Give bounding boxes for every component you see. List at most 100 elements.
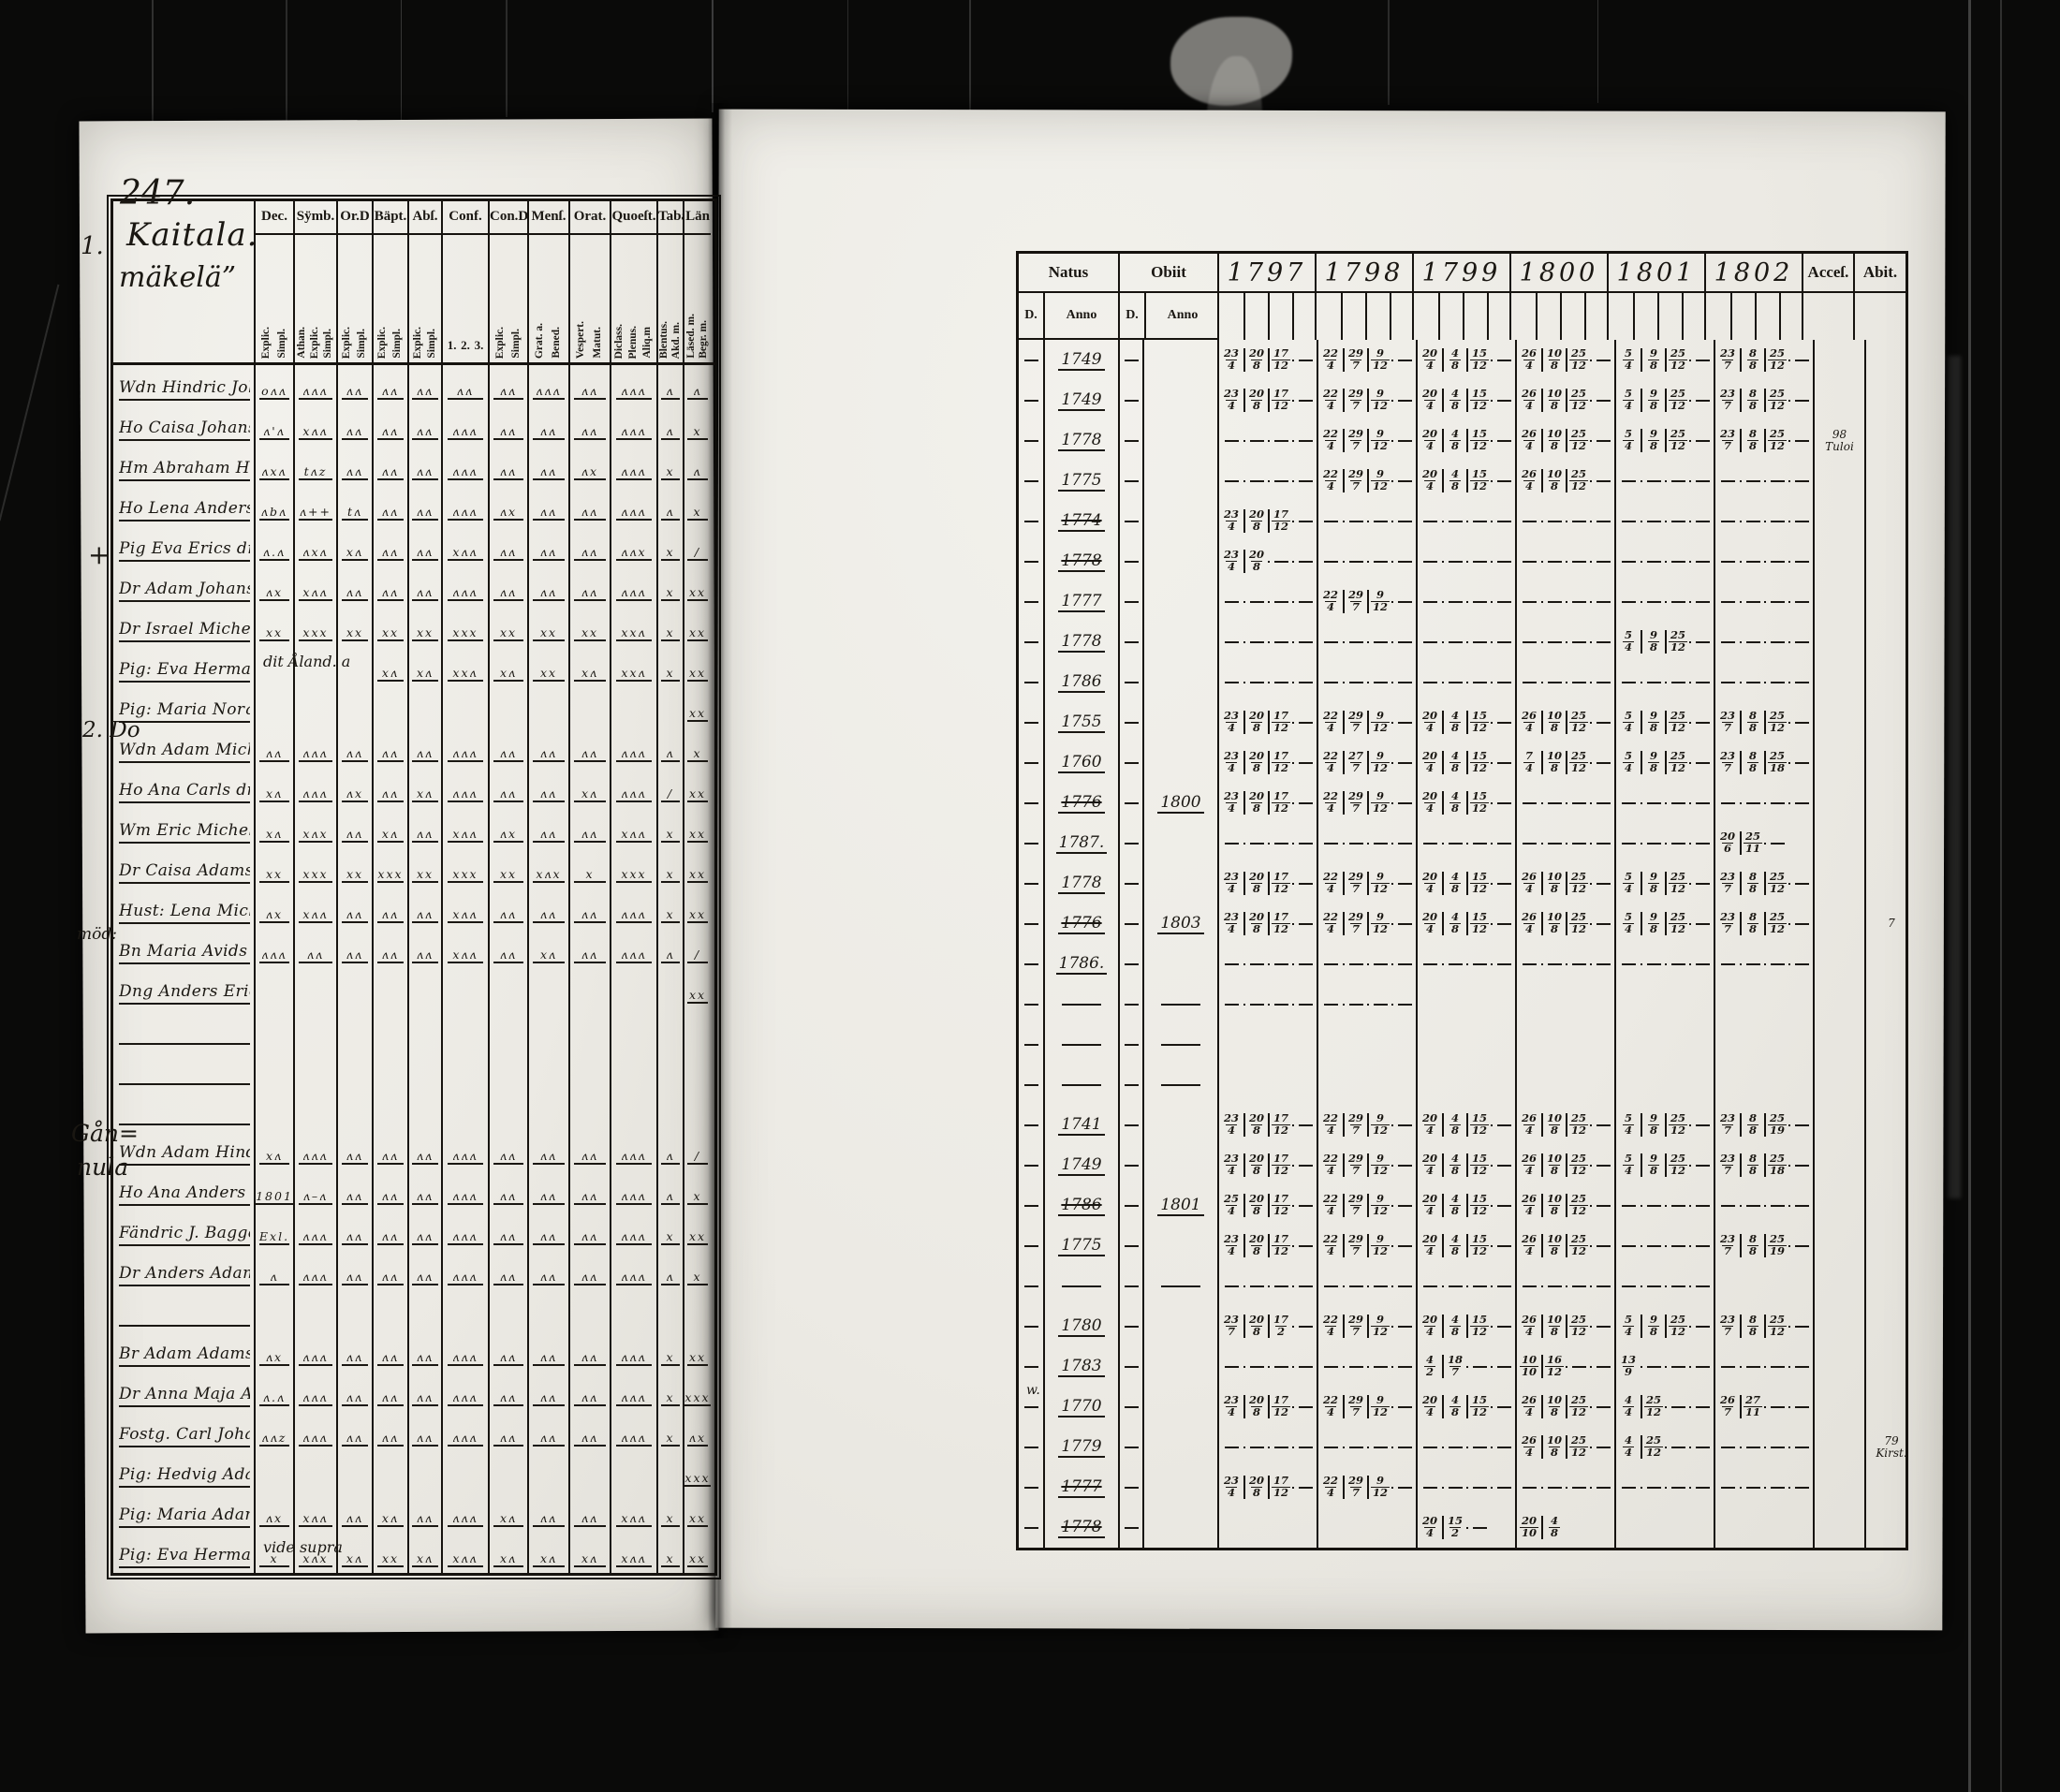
dash-mark [1249, 1003, 1264, 1006]
examination-mark [616, 1070, 652, 1084]
communion-date: 9 12 [1370, 1315, 1390, 1338]
communion-subcell [1541, 1285, 1566, 1287]
date-day: 20 [1248, 870, 1264, 884]
communion-subcell: 20 4 [1418, 348, 1442, 371]
communion-subcell [1665, 1365, 1689, 1368]
date-day: 17 [1273, 749, 1288, 763]
dash-mark [1770, 962, 1785, 965]
communion-date: 25 12 [1568, 1194, 1588, 1216]
mark-cell: ʌʌʌ [293, 1331, 336, 1372]
examination-mark [377, 1070, 405, 1084]
dash-mark [1298, 1285, 1313, 1287]
examination-mark [412, 990, 437, 1004]
obiit-year-cell [1142, 742, 1217, 783]
acces-cell [1813, 903, 1864, 944]
column-subrow [1511, 293, 1607, 340]
date-day: 17 [1273, 1393, 1288, 1407]
date-day: 26 [1521, 1393, 1537, 1407]
date-day: 22 [1322, 427, 1338, 441]
natus-year: 1776 [1058, 793, 1105, 814]
mark-cell: ʌʌ [488, 727, 527, 768]
communion-subcell: 23 4 [1219, 1153, 1243, 1176]
date-day: 18 [1447, 1353, 1463, 1367]
dash-mark [1571, 681, 1586, 683]
mark-cell [656, 1452, 683, 1492]
film-scratch [1968, 0, 1971, 1792]
examination-mark: ʌʌ [533, 505, 565, 521]
examination-mark: ʌ [686, 464, 709, 480]
natus-day-cell [1019, 1105, 1043, 1145]
communion-subcell [1268, 439, 1292, 442]
acces-cell [1813, 823, 1864, 863]
communion-subcell [1689, 1164, 1714, 1167]
communion-date: 26 4 [1522, 1113, 1537, 1136]
acces-cell [1813, 1185, 1864, 1226]
date-day: 23 [1223, 507, 1239, 521]
mark-cell: ʌʌ [488, 889, 527, 929]
year-cell-1802 [1714, 541, 1813, 581]
examination-mark [259, 990, 289, 1004]
communion-date: 17 12 [1271, 791, 1290, 814]
year-cell-1799: 20 4 4 8 15 12 [1416, 742, 1515, 783]
farm-title: Kaitala. [126, 216, 258, 254]
date-day: 29 [1347, 789, 1363, 803]
table-row: Pig: Maria Norquist drxx [113, 687, 714, 727]
communion-subcell [1292, 1285, 1317, 1287]
date-month: 4 [1523, 882, 1535, 895]
obiit-year-cell [1142, 1065, 1217, 1105]
year-cell-1801 [1614, 1467, 1714, 1507]
column-subrow [1609, 293, 1704, 340]
dash-mark [1496, 681, 1511, 683]
communion-subcell [1590, 399, 1614, 402]
column-subrow: D. Anno [1019, 293, 1118, 340]
table-row: Wm Eric Michelssonxʌxʌxʌʌxʌʌʌxʌʌʌxʌʌʌʌxʌ… [113, 808, 714, 848]
communion-subcell [1219, 842, 1243, 845]
dash-mark [1397, 1204, 1412, 1207]
date-month: 12 [1469, 1244, 1489, 1257]
dash-mark [1397, 761, 1412, 764]
year-cell-1802: 20 6 25 11 [1714, 823, 1813, 863]
dash-mark [1397, 1365, 1412, 1368]
communion-date: 9 12 [1370, 912, 1390, 934]
examination-mark [448, 708, 483, 722]
dash-mark [1547, 520, 1562, 522]
communion-date: 15 12 [1469, 791, 1489, 814]
dash-mark [1023, 1526, 1038, 1529]
date-month: 12 [1370, 1164, 1390, 1177]
column-group-cond: Con.D Explic. Simpl. [488, 201, 527, 362]
communion-date: 15 12 [1469, 1315, 1489, 1337]
communion-subcell [1391, 359, 1416, 361]
communion-subcell [1665, 681, 1689, 683]
date-day: 9 [1649, 709, 1657, 723]
date-day: 22 [1322, 1232, 1338, 1246]
date-day: 25 [1769, 346, 1785, 360]
date-month: 12 [1370, 1325, 1390, 1338]
date-day: 25 [1570, 749, 1586, 763]
communion-subcell [1590, 721, 1614, 724]
natus-year-cell: 1770 [1043, 1387, 1118, 1427]
communion-date: 29 7 [1348, 590, 1363, 612]
communion-subcell [1517, 560, 1541, 563]
natus-year-cell: 1776 [1043, 903, 1118, 944]
year-cell-1800 [1515, 501, 1614, 541]
communion-subcell [1268, 640, 1292, 643]
communion-subcell [1689, 1244, 1714, 1247]
date-day: 17 [1273, 910, 1288, 924]
column-subheaders: Explic. Simpl. [409, 235, 441, 362]
date-month: 4 [1523, 1405, 1535, 1418]
date-month: 12 [1568, 359, 1588, 372]
date-month: 8 [1647, 1124, 1659, 1137]
person-name: Hm Abraham Hindricsso [119, 457, 250, 481]
examination-mark: ʌʌ [376, 1189, 405, 1205]
examination-mark: ʌʌ [412, 424, 438, 440]
dash-mark [1770, 640, 1785, 643]
dash-mark [1448, 681, 1463, 683]
dash-mark [1596, 359, 1611, 361]
name-cell: Pig: Eva Hermans dr [113, 647, 254, 687]
year-cell-1802 [1714, 1467, 1813, 1507]
communion-subcell: 17 12 [1268, 1113, 1292, 1137]
dash-mark [1323, 962, 1338, 965]
